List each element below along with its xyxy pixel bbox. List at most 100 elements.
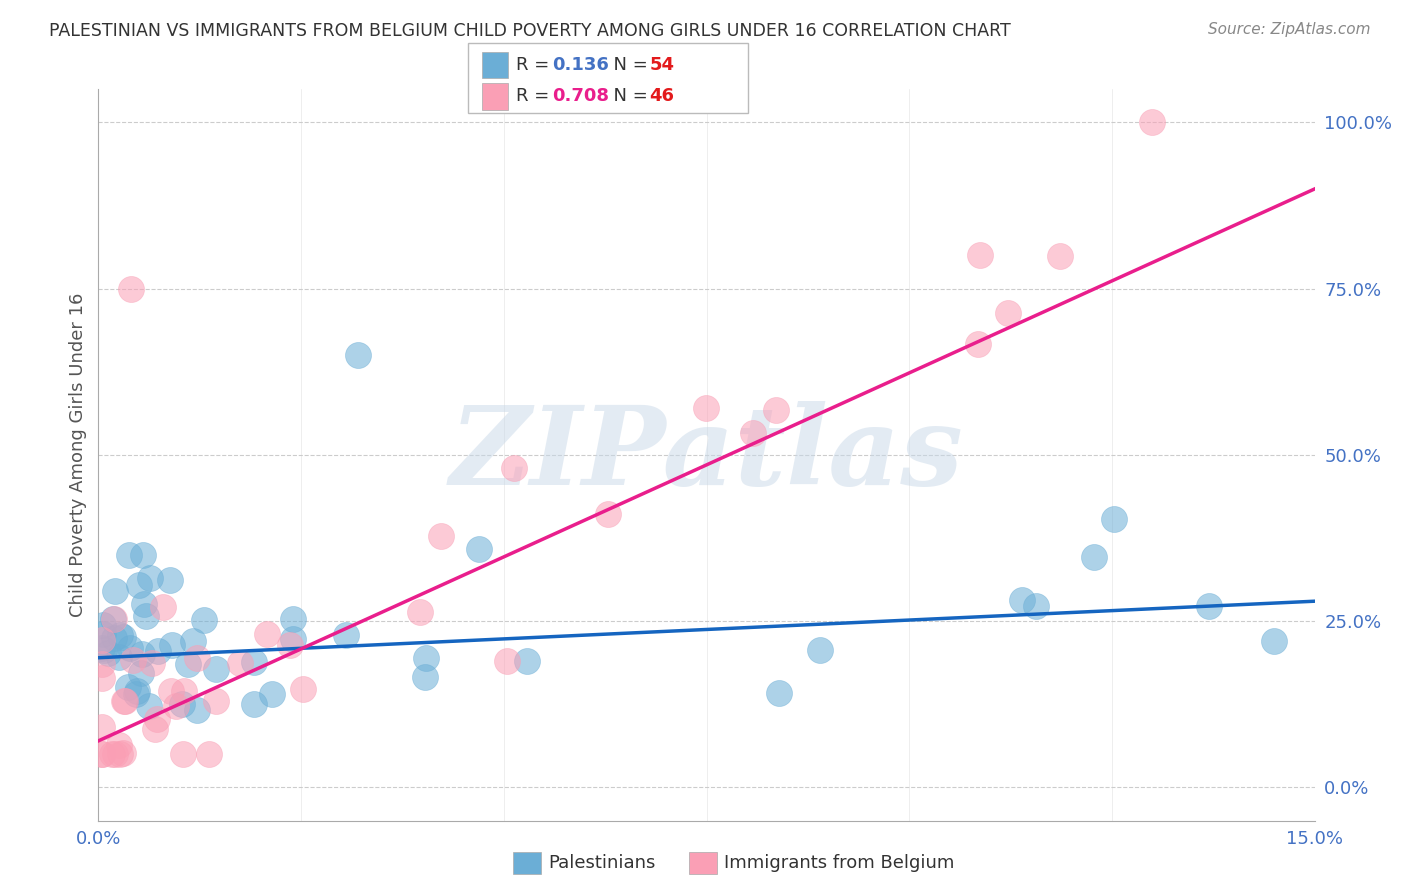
Point — [111, 746, 134, 760]
Point — [146, 643, 169, 657]
Point — [107, 739, 129, 753]
Point — [205, 694, 228, 708]
Text: 46: 46 — [650, 87, 675, 105]
Text: R =: R = — [516, 56, 555, 74]
Point — [120, 282, 142, 296]
Point — [91, 671, 114, 685]
Point — [503, 461, 526, 475]
Point — [91, 633, 114, 648]
Point — [139, 571, 162, 585]
Point — [1011, 593, 1033, 607]
Point — [283, 612, 305, 626]
Point — [97, 647, 120, 661]
Point — [159, 573, 181, 587]
Point — [1049, 248, 1071, 262]
Point — [91, 747, 114, 761]
Text: 0.708: 0.708 — [553, 87, 610, 105]
Point — [205, 662, 228, 676]
Text: R =: R = — [516, 87, 555, 105]
Y-axis label: Child Poverty Among Girls Under 16: Child Poverty Among Girls Under 16 — [69, 293, 87, 617]
Point — [141, 656, 163, 670]
Point — [172, 747, 194, 761]
Point — [129, 665, 152, 680]
Point — [1083, 549, 1105, 564]
Point — [186, 703, 208, 717]
Point — [1025, 599, 1047, 613]
Point — [969, 248, 991, 262]
Point — [347, 348, 370, 362]
Point — [110, 747, 132, 761]
Point — [101, 747, 124, 761]
Point — [152, 600, 174, 615]
Point — [91, 720, 114, 734]
Point — [143, 723, 166, 737]
Point — [260, 687, 283, 701]
Point — [117, 548, 139, 562]
Point — [110, 627, 132, 641]
Point — [695, 401, 717, 416]
Point — [103, 612, 125, 626]
Point — [135, 609, 157, 624]
Point — [111, 631, 134, 645]
Point — [91, 627, 114, 641]
Point — [967, 336, 990, 351]
Point — [186, 651, 208, 665]
Text: Palestinians: Palestinians — [548, 854, 655, 871]
Point — [1142, 115, 1164, 129]
Point — [1102, 512, 1125, 526]
Point — [256, 627, 278, 641]
Point — [91, 618, 114, 632]
Point — [127, 684, 149, 698]
Point — [138, 698, 160, 713]
Point — [117, 680, 139, 694]
Point — [132, 597, 155, 611]
Text: PALESTINIAN VS IMMIGRANTS FROM BELGIUM CHILD POVERTY AMONG GIRLS UNDER 16 CORREL: PALESTINIAN VS IMMIGRANTS FROM BELGIUM C… — [49, 22, 1011, 40]
Point — [118, 641, 141, 656]
Point — [1263, 634, 1285, 648]
Point — [229, 657, 252, 671]
Point — [430, 529, 453, 543]
Point — [165, 698, 187, 713]
Point — [107, 649, 129, 664]
Point — [183, 634, 205, 648]
Point — [997, 306, 1019, 320]
Point — [768, 686, 790, 700]
Point — [596, 507, 619, 521]
Point — [408, 605, 430, 619]
Point — [177, 657, 200, 671]
Point — [765, 403, 787, 417]
Point — [173, 683, 195, 698]
Point — [467, 542, 489, 557]
Point — [742, 425, 765, 440]
Point — [103, 612, 125, 626]
Point — [335, 628, 357, 642]
Point — [170, 697, 193, 711]
Point — [160, 638, 183, 652]
Point — [91, 747, 114, 761]
Point — [243, 697, 266, 711]
Point — [104, 747, 127, 761]
Point — [281, 632, 304, 646]
Text: 0.136: 0.136 — [553, 56, 609, 74]
Point — [516, 654, 538, 668]
Point — [160, 684, 183, 698]
Point — [91, 657, 114, 672]
Text: 54: 54 — [650, 56, 675, 74]
Text: Source: ZipAtlas.com: Source: ZipAtlas.com — [1208, 22, 1371, 37]
Text: ZIPatlas: ZIPatlas — [450, 401, 963, 508]
Point — [1198, 599, 1220, 614]
Point — [125, 687, 148, 701]
Point — [132, 548, 155, 562]
Point — [121, 653, 143, 667]
Point — [291, 682, 314, 697]
Point — [93, 643, 115, 657]
Point — [103, 632, 125, 646]
Point — [496, 654, 519, 668]
Point — [114, 694, 136, 708]
Text: N =: N = — [602, 56, 654, 74]
Point — [104, 584, 127, 599]
Point — [128, 578, 150, 592]
Point — [112, 694, 135, 708]
Text: Immigrants from Belgium: Immigrants from Belgium — [724, 854, 955, 871]
Point — [193, 613, 215, 627]
